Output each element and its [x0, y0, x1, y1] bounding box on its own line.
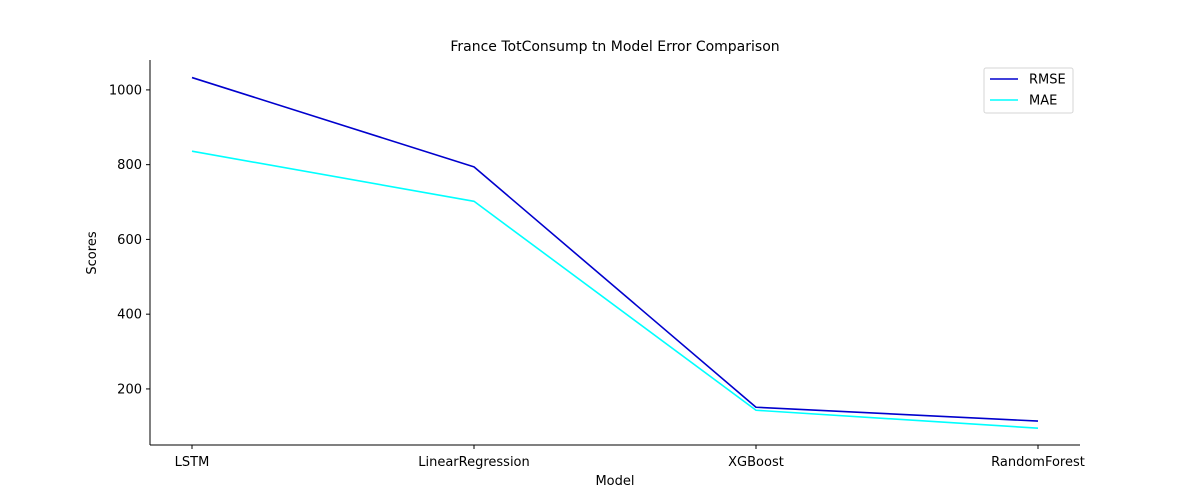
x-tick-label: LinearRegression — [418, 455, 530, 470]
chart-title: France TotConsump tn Model Error Compari… — [450, 39, 779, 55]
y-ticks: 200 400 600 800 1000 — [109, 83, 150, 397]
series-lines — [191, 76, 1039, 429]
legend-label-mae: MAE — [1029, 94, 1057, 109]
y-tick-label: 1000 — [109, 83, 142, 98]
y-tick-label: 400 — [117, 308, 142, 323]
y-tick-label: 200 — [117, 382, 142, 397]
legend-label-rmse: RMSE — [1029, 73, 1066, 88]
y-tick-label: 800 — [117, 158, 142, 173]
x-ticks: LSTM LinearRegression XGBoost RandomForest — [175, 445, 1085, 470]
y-tick-label: 600 — [117, 233, 142, 248]
series-line-mae — [191, 150, 1039, 429]
x-tick-label: LSTM — [175, 455, 210, 470]
x-axis-label: Model — [595, 474, 634, 489]
series-line-rmse — [191, 76, 1039, 422]
legend: RMSE MAE — [983, 67, 1074, 114]
y-axis-label: Scores — [85, 231, 100, 274]
plot-area: 200 400 600 800 1000 LSTM LinearRegression XGB… — [109, 60, 1085, 470]
x-tick-label: XGBoost — [728, 455, 784, 470]
x-tick-label: RandomForest — [991, 455, 1085, 470]
